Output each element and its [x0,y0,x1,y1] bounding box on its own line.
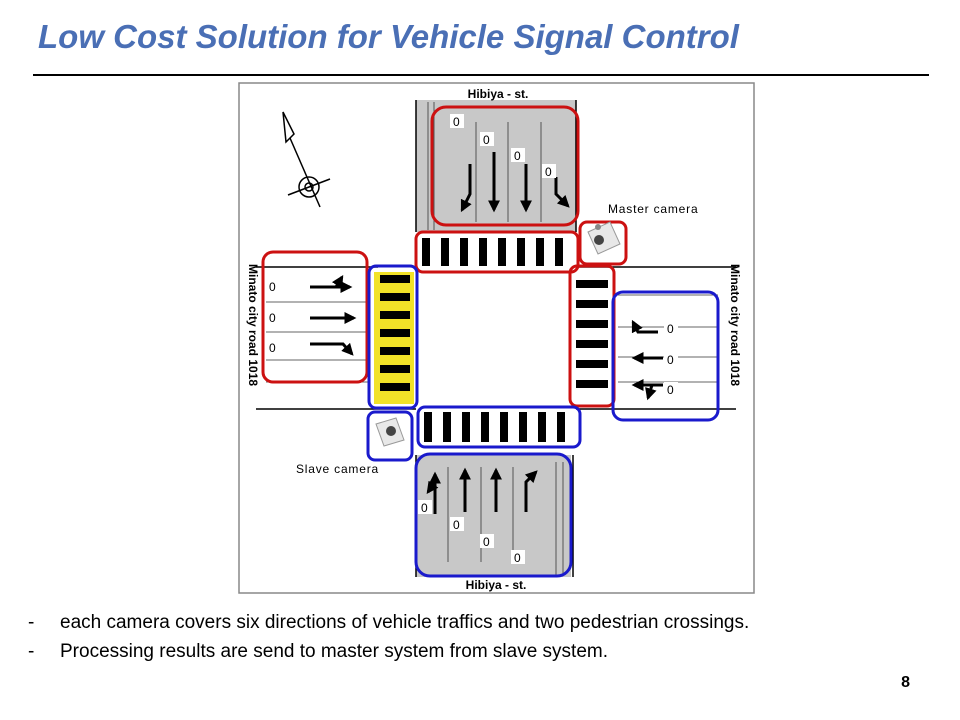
east-lane-arrows [631,319,663,401]
street-label-bottom: Hibiya - st. [466,578,527,592]
bullet-item: - Processing results are send to master … [28,637,749,666]
crosswalk-west [380,275,410,391]
north-lane-arrows [460,152,570,213]
bullet-item: - each camera covers six directions of v… [28,608,749,637]
lane-count-north-4: 0 [545,165,552,179]
road-label-left: Minato city road 1018 [246,264,260,386]
bullet-dash: - [28,612,35,633]
compass-north-icon [282,111,331,208]
slide-title: Low Cost Solution for Vehicle Signal Con… [38,18,739,55]
street-label-top: Hibiya - st. [468,87,529,101]
slave-coverage [366,264,720,578]
crosswalk-south [424,412,565,442]
road-label-right: Minato city road 1018 [728,264,742,386]
south-lane-arrows [426,467,538,514]
lane-count-west-2: 0 [269,311,276,325]
page-number: 8 [901,674,910,691]
lane-count-east-1: 0 [667,322,674,336]
master-camera-icon [587,221,621,255]
lane-count-north-2: 0 [483,133,490,147]
master-camera-label: Master camera [608,202,698,216]
west-lane-arrows [310,274,357,356]
title-divider [33,74,929,76]
road-south-surface [416,455,571,577]
lane-count-south-3: 0 [483,535,490,549]
lane-count-south-1: 0 [421,501,428,515]
intersection-diagram: 0 0 0 0 0 0 0 0 0 0 0 0 0 0 [238,82,755,594]
lane-count-south-4: 0 [514,551,521,565]
lane-count-north-1: 0 [453,115,460,129]
lane-count-west-3: 0 [269,341,276,355]
crosswalk-north [422,238,563,266]
lane-count-east-2: 0 [667,353,674,367]
slave-camera-icon [375,417,405,447]
master-coverage [261,105,628,408]
bullet-list: - each camera covers six directions of v… [28,608,749,666]
bullet-text: Processing results are send to master sy… [60,641,609,662]
lane-count-south-2: 0 [453,518,460,532]
lane-count-north-3: 0 [514,149,521,163]
crosswalk-east [576,280,608,388]
bullet-text: each camera covers six directions of veh… [60,612,750,633]
lane-count-east-3: 0 [667,383,674,397]
slave-camera-label: Slave camera [296,462,379,476]
lane-count-west-1: 0 [269,280,276,294]
bullet-dash: - [28,641,35,662]
